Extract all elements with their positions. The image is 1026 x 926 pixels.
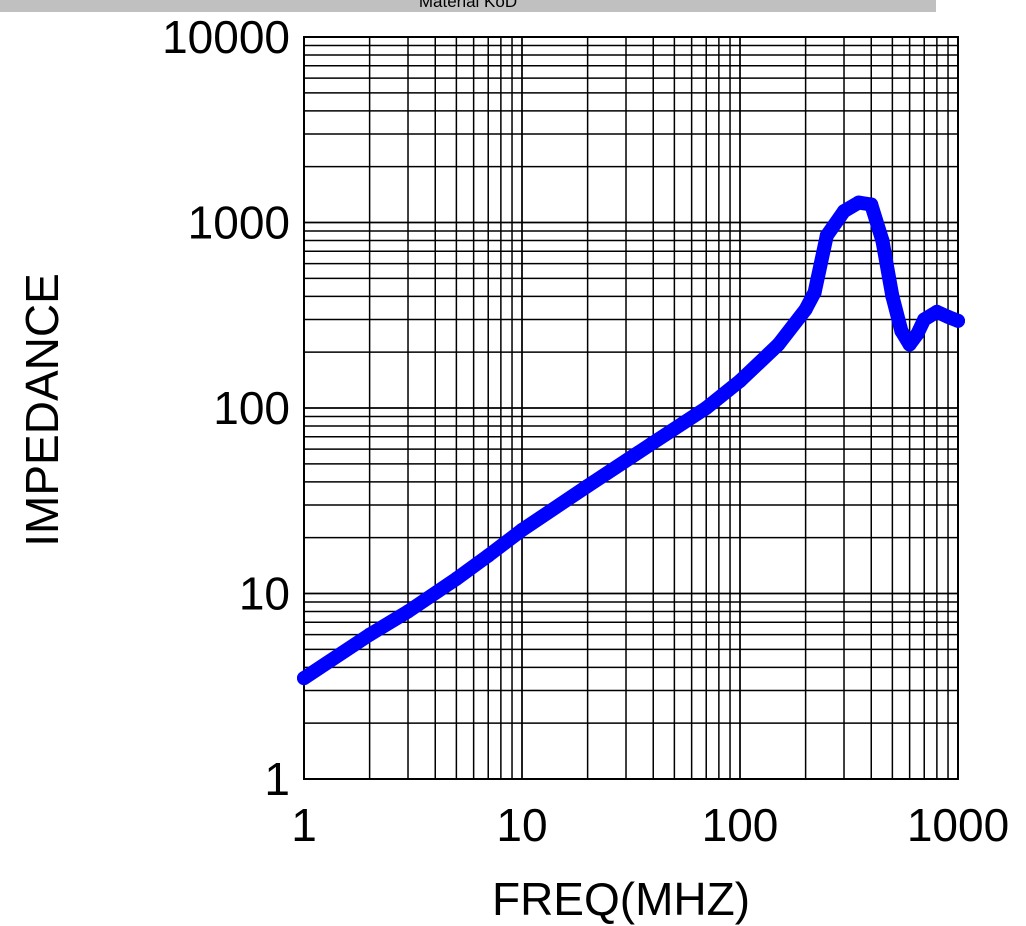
chart-title: Material KoD	[418, 0, 518, 11]
data-point	[910, 327, 925, 342]
data-point	[297, 671, 311, 686]
data-point	[362, 627, 377, 642]
data-point	[929, 304, 944, 319]
chart-title-bar: Material KoD	[0, 0, 936, 12]
data-point	[771, 337, 786, 352]
data-point	[515, 522, 529, 537]
data-point	[851, 195, 866, 210]
data-point	[951, 313, 965, 328]
data-point	[646, 435, 661, 450]
data-point	[699, 401, 714, 415]
data-point	[864, 197, 879, 212]
y-tick-label: 1	[264, 753, 290, 805]
y-tick-label: 1000	[188, 197, 290, 249]
data-point	[819, 228, 834, 243]
x-tick-label: 100	[702, 799, 779, 851]
data-point	[798, 302, 813, 317]
y-tick-label: 10	[239, 568, 290, 620]
data-point	[875, 233, 890, 248]
y-axis-title: IMPEDANCE	[16, 273, 68, 546]
x-tick-label: 10	[496, 799, 547, 851]
x-tick-label: 1000	[907, 799, 1009, 851]
data-point	[917, 312, 932, 327]
data-point	[481, 548, 496, 563]
data-point	[733, 373, 747, 388]
data-point	[401, 604, 416, 619]
data-points	[297, 195, 965, 686]
data-point	[894, 324, 909, 339]
x-tick-labels: 1 10 100 1000	[291, 799, 1009, 851]
data-point	[580, 478, 595, 493]
y-tick-labels: 1 10 100 1000 10000	[162, 11, 290, 805]
impedance-series-line	[297, 195, 965, 686]
data-point	[449, 571, 464, 586]
data-point	[885, 289, 900, 304]
x-tick-label: 1	[291, 799, 317, 851]
plot-frame	[303, 36, 959, 780]
data-point	[902, 337, 917, 352]
y-tick-label: 100	[213, 382, 290, 434]
plot-grid	[304, 37, 958, 779]
data-point	[807, 285, 822, 300]
y-tick-label: 10000	[162, 11, 290, 63]
x-axis-title: FREQ(MHZ)	[492, 873, 750, 925]
data-point	[837, 204, 852, 219]
